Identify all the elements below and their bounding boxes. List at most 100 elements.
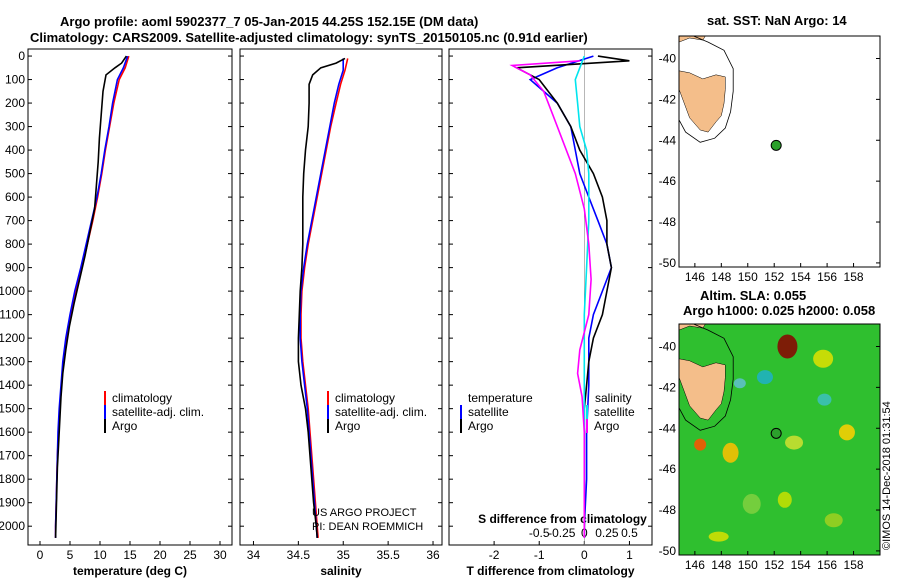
map-y-tick-label: -48 — [659, 215, 677, 229]
series-line-temperature-argo — [513, 55, 630, 538]
map-y-tick-label: -42 — [659, 92, 677, 106]
map-sla-panel: -40 -42 -44 -46 -48 -50 146 148 150 152 154 156 158 — [659, 323, 881, 572]
map-y-tick-label: -46 — [659, 462, 677, 476]
x-tick-label: 35.5 — [376, 548, 400, 562]
legend-temp-argo-label: Argo — [468, 419, 494, 433]
map-background — [679, 36, 880, 267]
map-x-tick-label: 156 — [817, 558, 837, 572]
x-tick-label: -2 — [489, 548, 500, 562]
shelf-contour — [678, 35, 734, 143]
x-tick-label: 10 — [93, 548, 107, 562]
map-x-tick-label: 158 — [844, 270, 864, 284]
sla-blob — [817, 393, 832, 406]
sla-blob — [813, 349, 834, 368]
y-tick-label: 1400 — [0, 378, 25, 392]
x-tick-label: -1 — [534, 548, 545, 562]
legend-temp-header: temperature — [468, 391, 533, 405]
map-frame — [678, 323, 881, 556]
map-x-tick-label: 146 — [685, 558, 705, 572]
map-sst-panel: -40 -42 -44 -46 -48 -50 146 148 150 152 154 156 158 — [659, 35, 881, 284]
map2-title2: Argo h1000: 0.025 h2000: 0.058 — [683, 303, 875, 318]
y-tick-label: 1200 — [0, 331, 25, 345]
x-tick-label: 20 — [153, 548, 167, 562]
x-tick-label: 0 — [37, 548, 44, 562]
map-y-tick-label: -48 — [659, 503, 677, 517]
y-tick-label: 1300 — [0, 355, 25, 369]
timestamp: ©IMOS 14-Dec-2018 01:31:54 — [881, 401, 893, 550]
legend-sal-argo-label: Argo — [594, 419, 620, 433]
x2-tick-label: -0.25 — [548, 526, 576, 540]
y-tick-label: 400 — [5, 143, 25, 157]
series-line-salinity-satellite — [574, 55, 590, 538]
map-y-tick-label: -40 — [659, 51, 677, 65]
y-tick-label: 1600 — [0, 425, 25, 439]
y-tick-label: 2000 — [0, 519, 25, 533]
map-x-tick-label: 152 — [764, 270, 784, 284]
y-tick-label: 500 — [5, 167, 25, 181]
x-tick-label: 35 — [337, 548, 351, 562]
map-y-tick-label: -44 — [659, 421, 677, 435]
sla-blob — [838, 424, 855, 441]
map-y-tick-label: -50 — [659, 544, 677, 558]
series-line-salinity-argo — [509, 60, 592, 538]
legend-climatology-label: climatology — [112, 391, 172, 405]
sla-blob — [708, 531, 729, 542]
map-x-tick-label: 152 — [764, 558, 784, 572]
sla-blob — [722, 442, 739, 463]
legend-satellite-label: satellite-adj. clim. — [335, 405, 427, 419]
x-axis-label: salinity — [320, 564, 362, 578]
legend-argo-label: Argo — [335, 419, 361, 433]
x2-tick-label: -0.5 — [529, 526, 550, 540]
sla-blob — [777, 491, 792, 508]
figure-title-line1: Argo profile: aoml 5902377_7 05-Jan-2015… — [60, 14, 478, 29]
legend-temp-satellite-label: satellite — [468, 405, 509, 419]
x-axis-label: T difference from climatology — [466, 564, 634, 578]
x2-tick-label: 0.5 — [621, 526, 638, 540]
legend-climatology-label: climatology — [335, 391, 395, 405]
map1-title: sat. SST: NaN Argo: 14 — [707, 13, 847, 28]
sla-blob — [756, 370, 773, 385]
legend-temperature: climatology satellite-adj. clim. Argo — [104, 391, 204, 433]
y-tick-label: 1900 — [0, 496, 25, 510]
sla-blob — [733, 378, 746, 389]
series-line-argo — [297, 57, 346, 538]
map-y-tick-label: -42 — [659, 380, 677, 394]
x-tick-label: 25 — [183, 548, 197, 562]
y-tick-label: 900 — [5, 261, 25, 275]
sla-blob — [742, 493, 761, 514]
map-y-tick-label: -40 — [659, 339, 677, 353]
x-tick-label: 36 — [426, 548, 440, 562]
shelf-contour — [678, 323, 734, 431]
sla-blob — [785, 435, 804, 450]
differences-frame — [448, 48, 653, 546]
sla-blob — [824, 513, 843, 528]
x-tick-label: 0 — [581, 548, 588, 562]
map-x-tick-label: 150 — [738, 558, 758, 572]
map-x-tick-label: 150 — [738, 270, 758, 284]
map-x-tick-label: 148 — [711, 558, 731, 572]
y-tick-label: 1100 — [0, 308, 25, 322]
y-tick-label: 1000 — [0, 284, 25, 298]
sla-blob — [777, 334, 798, 359]
figure-title-line2: Climatology: CARS2009. Satellite-adjuste… — [30, 30, 588, 45]
y-tick-label: 300 — [5, 120, 25, 134]
x-tick-label: 5 — [67, 548, 74, 562]
y-tick-label: 700 — [5, 214, 25, 228]
legend-argo-label: Argo — [112, 419, 138, 433]
map-x-tick-label: 146 — [685, 270, 705, 284]
tasmania-land — [678, 358, 726, 421]
y-tick-label: 1700 — [0, 449, 25, 463]
map-x-tick-label: 158 — [844, 558, 864, 572]
y-tick-label: 100 — [5, 73, 25, 87]
credit-line2: PI: DEAN ROEMMICH — [312, 521, 423, 533]
y-tick-label: 0 — [18, 49, 25, 63]
y-tick-label: 200 — [5, 96, 25, 110]
x-tick-label: 34 — [247, 548, 261, 562]
series-line-climatology — [300, 58, 349, 538]
x-tick-label: 34.5 — [287, 548, 311, 562]
map-frame — [678, 35, 881, 268]
y-tick-label: 1500 — [0, 402, 25, 416]
map-y-tick-label: -44 — [659, 133, 677, 147]
map-y-tick-label: -46 — [659, 174, 677, 188]
